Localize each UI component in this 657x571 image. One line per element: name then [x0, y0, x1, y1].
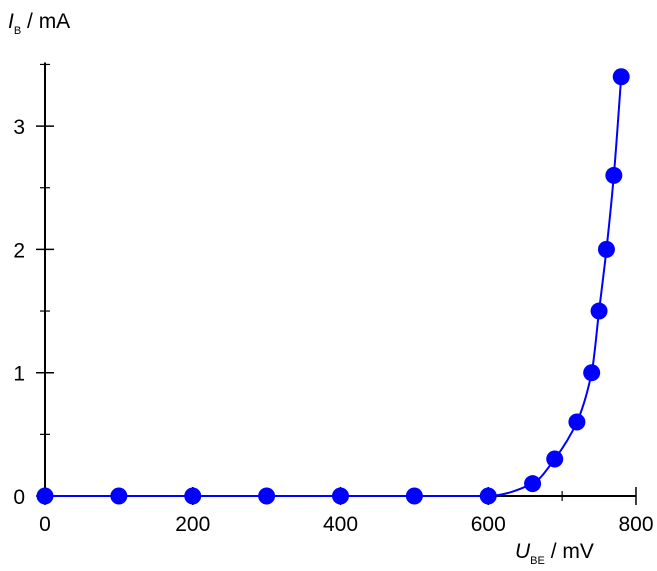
- data-point: [184, 487, 202, 505]
- data-point: [258, 487, 276, 505]
- fit-curve-layer: [45, 76, 623, 498]
- y-axis-unit: / mA: [21, 10, 70, 33]
- x-axis-subscript: BE: [530, 555, 545, 567]
- data-point: [332, 487, 349, 505]
- y-tick-label: 2: [13, 239, 25, 262]
- axes: [36, 62, 637, 505]
- x-axis-symbol: U: [515, 540, 531, 563]
- fit-curve: [45, 76, 623, 498]
- y-axis-symbol: I: [8, 10, 14, 33]
- data-point: [546, 450, 564, 468]
- data-point: [583, 364, 601, 382]
- data-point: [568, 413, 586, 431]
- x-axis-title: UBE / mV: [515, 540, 594, 567]
- x-tick-label: 400: [323, 513, 358, 536]
- y-tick-label: 3: [13, 116, 25, 139]
- data-point: [590, 302, 608, 320]
- y-tick-label: 1: [13, 363, 25, 386]
- y-tick-label: 0: [13, 486, 25, 509]
- data-point: [605, 166, 623, 184]
- tick-labels-layer: 0 200 400 600 800 0 1 2 3: [13, 116, 653, 536]
- x-axis-unit: / mV: [545, 540, 594, 563]
- y-axis-title: IB / mA: [8, 10, 70, 37]
- x-tick-label: 200: [175, 513, 210, 536]
- data-point: [524, 475, 542, 493]
- x-tick-label: 800: [618, 513, 653, 536]
- data-point: [479, 487, 497, 505]
- x-tick-label: 600: [471, 513, 506, 536]
- x-tick-label: 0: [39, 513, 51, 536]
- data-point: [110, 487, 128, 505]
- y-axis-subscript: B: [14, 25, 21, 37]
- data-point: [597, 240, 615, 258]
- data-point: [405, 487, 423, 505]
- data-point: [612, 68, 630, 86]
- data-point: [36, 487, 54, 505]
- data-points-layer: [36, 68, 630, 505]
